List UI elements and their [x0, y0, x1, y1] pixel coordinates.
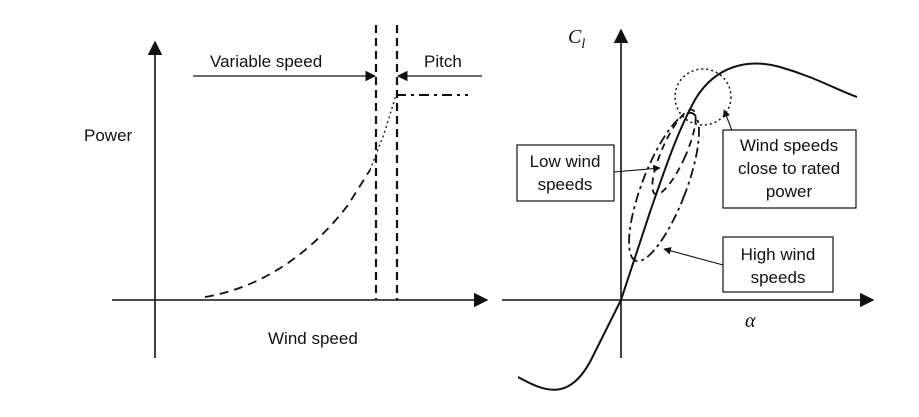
lift-curve — [517, 62, 858, 391]
wind-speed-axis-label: Wind speed — [268, 329, 358, 348]
pitch-label: Pitch — [424, 52, 462, 71]
high-wind-callout-line2: speeds — [751, 268, 806, 287]
alpha-axis-symbol: α — [745, 310, 756, 332]
power-axis-label: Power — [84, 126, 133, 145]
low-wind-pointer — [613, 164, 661, 173]
variable-speed-label: Variable speed — [210, 52, 322, 71]
high-wind-pointer — [663, 247, 724, 266]
high-wind-region — [628, 111, 700, 263]
cl-axis-symbol: Cl — [568, 26, 585, 52]
high-wind-callout-line1: High wind — [741, 245, 816, 264]
lift-curve-panel: Low wind speeds Wind speeds close to rat… — [502, 26, 875, 391]
rated-power-callout-line3: power — [766, 182, 813, 201]
high-wind-callout-box — [722, 236, 834, 293]
low-wind-callout-box — [516, 144, 615, 202]
power-curve-panel: Variable speed Pitch Power Wind speed — [84, 25, 489, 358]
rated-power-region — [674, 68, 732, 126]
low-wind-callout-line1: Low wind — [530, 152, 601, 171]
low-wind-region — [651, 108, 697, 196]
rated-power-callout-box — [722, 129, 857, 209]
rated-power-callout-line2: close to rated — [738, 159, 840, 178]
low-wind-callout-line2: speeds — [538, 175, 593, 194]
rated-power-callout-line1: Wind speeds — [740, 136, 838, 155]
transition-curve — [369, 94, 397, 171]
variable-speed-curve — [204, 169, 371, 298]
